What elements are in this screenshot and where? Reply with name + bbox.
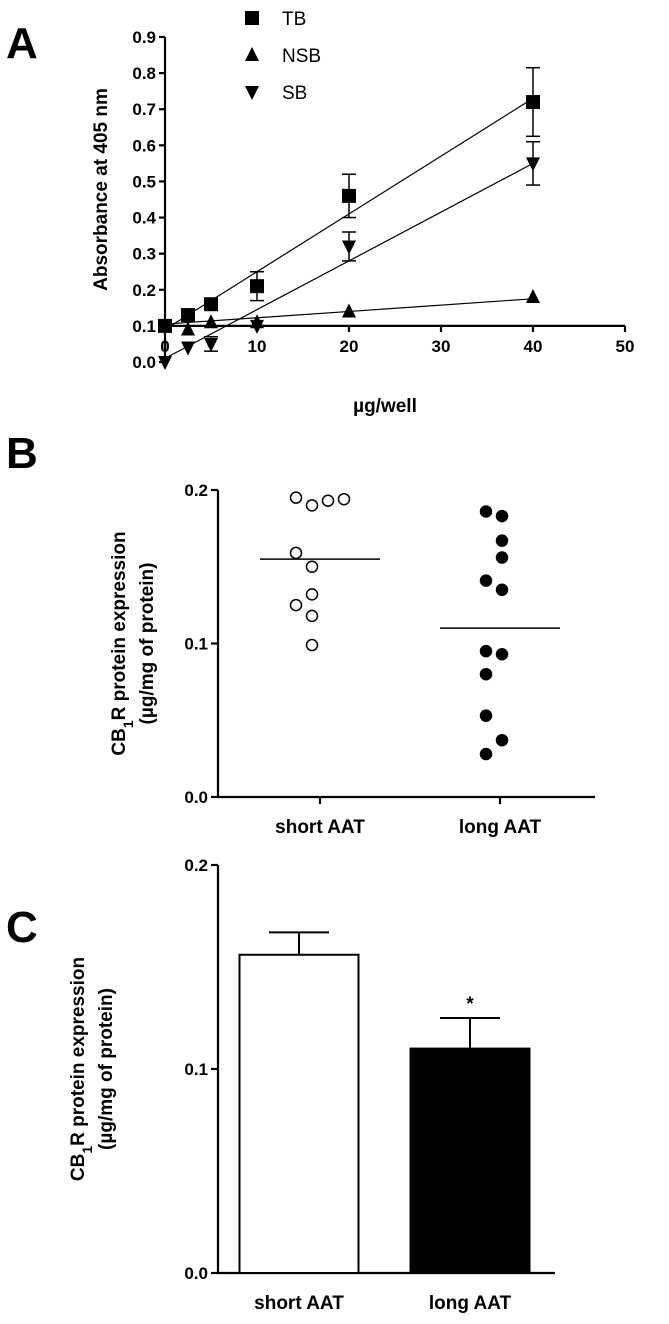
a-x-tick-label: 30	[432, 337, 451, 356]
b-point-long	[479, 709, 493, 722]
a-point-tb	[526, 95, 540, 109]
c-y-axis-title-sub: 1	[79, 1146, 95, 1154]
a-point-tb	[204, 297, 218, 312]
b-point-short	[305, 638, 319, 652]
a-legend-label-sb: SB	[282, 83, 307, 104]
a-y-tick-label: 0.9	[132, 28, 156, 47]
b-point-long	[479, 574, 493, 587]
a-legend-marker-sb	[245, 86, 259, 100]
b-point-short	[305, 560, 319, 573]
c-y-axis-title-rest: R protein expression	[68, 957, 89, 1146]
c-y-axis-title-cb: CB	[68, 1154, 89, 1181]
b-point-short	[289, 546, 303, 560]
c-y-tick-label: 0.0	[184, 1264, 208, 1283]
c-category-label: short AAT	[254, 1293, 344, 1314]
a-point-tb	[181, 308, 195, 323]
c-y-tick-label: 0.1	[184, 1060, 208, 1079]
a-legend-label-tb: TB	[282, 9, 306, 30]
a-y-tick-label: 0.1	[132, 317, 156, 336]
a-legend-label-nsb: NSB	[282, 46, 321, 67]
b-point-short	[305, 499, 319, 512]
c-significance-long: *	[466, 994, 474, 1015]
b-y-axis-title-cb: CB	[109, 728, 130, 755]
a-y-tick-label: 0.6	[132, 136, 156, 155]
a-point-sb	[526, 157, 540, 172]
a-point-sb	[250, 319, 264, 334]
b-point-long	[495, 534, 509, 547]
b-point-long	[495, 647, 509, 661]
c-y-axis-title: CB1R protein expression	[68, 957, 95, 1181]
panel-letter-b: B	[6, 429, 38, 478]
panel-letter-a: A	[6, 19, 38, 68]
c-bar-long	[409, 1047, 531, 1274]
b-y-axis-title-rest: R protein expression	[109, 531, 130, 720]
b-y-tick-label: 0.2	[184, 481, 208, 500]
a-y-tick-label: 0.7	[132, 100, 156, 119]
a-y-tick-label: 0.5	[132, 172, 156, 191]
a-y-tick-label: 0.3	[132, 245, 156, 264]
a-point-sb	[342, 240, 356, 255]
b-point-short	[305, 588, 319, 601]
b-y-axis-title-sub: 1	[120, 720, 136, 728]
b-point-long	[495, 583, 509, 597]
a-point-nsb	[526, 289, 540, 303]
a-y-axis-title: Absorbance at 405 nm	[91, 88, 112, 291]
a-point-nsb	[342, 303, 356, 318]
b-point-short	[289, 598, 303, 612]
a-point-tb	[342, 188, 356, 203]
b-point-long	[479, 667, 493, 681]
c-y-tick-label: 0.2	[184, 856, 208, 875]
b-point-long	[495, 733, 509, 747]
b-point-long	[495, 551, 509, 564]
a-point-sb	[181, 341, 195, 356]
a-x-tick-label: 10	[248, 337, 267, 356]
b-y-tick-label: 0.0	[184, 788, 208, 807]
a-y-tick-label: 0.2	[132, 281, 156, 300]
a-x-tick-label: 20	[340, 337, 359, 356]
b-point-long	[479, 747, 493, 761]
b-point-short	[337, 492, 351, 506]
b-y-axis-title: CB1R protein expression	[109, 531, 136, 755]
a-x-tick-label: 40	[524, 337, 543, 356]
a-legend-marker-tb	[245, 11, 259, 25]
b-point-short	[289, 491, 303, 504]
b-category-label: short AAT	[275, 817, 365, 838]
a-x-axis-title: µg/well	[353, 396, 417, 417]
a-y-tick-label: 0.0	[132, 353, 156, 372]
a-x-tick-label: 50	[616, 337, 635, 356]
b-point-long	[495, 509, 509, 523]
b-point-short	[321, 494, 335, 507]
c-y-axis-title-line2: (µg/mg of protein)	[96, 988, 117, 1150]
a-x-tick-label: 0	[160, 337, 169, 356]
panel-letter-c: C	[6, 903, 38, 952]
b-point-long	[479, 644, 493, 658]
b-y-axis-title-line2: (µg/mg of protein)	[137, 563, 158, 725]
a-y-tick-label: 0.8	[132, 64, 156, 83]
panel-a-chart: 0.0 0.1 0.2 0.3 0.4 0.5 0.6 0.7 0.8 0.9 0 10 20 30 40 5…	[91, 9, 634, 417]
a-legend-marker-nsb	[245, 47, 259, 61]
c-bar-short	[238, 953, 360, 1274]
a-point-nsb	[181, 321, 195, 336]
a-point-sb	[204, 337, 218, 352]
b-point-short	[305, 609, 319, 623]
b-category-label: long AAT	[459, 817, 542, 838]
a-point-sb	[158, 356, 172, 370]
a-point-nsb	[158, 317, 172, 332]
a-y-tick-label: 0.4	[132, 209, 156, 228]
c-category-label: long AAT	[429, 1293, 512, 1314]
a-point-nsb	[204, 314, 218, 329]
a-point-tb	[250, 279, 264, 294]
b-y-tick-label: 0.1	[184, 635, 208, 654]
b-point-long	[479, 505, 493, 518]
